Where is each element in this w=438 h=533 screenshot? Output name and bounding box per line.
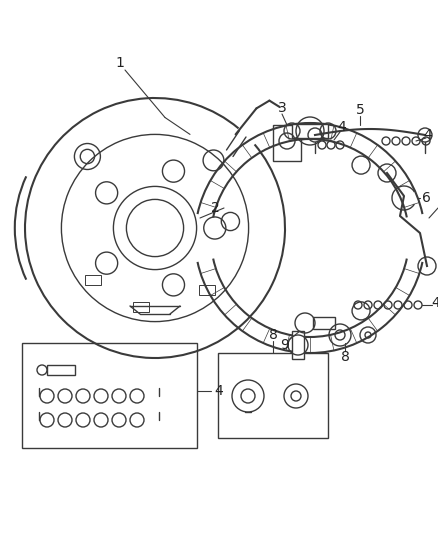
Bar bbox=[199, 285, 215, 295]
Bar bbox=[85, 275, 101, 285]
Text: 4: 4 bbox=[431, 296, 438, 310]
Text: 8: 8 bbox=[341, 350, 350, 364]
Text: 5: 5 bbox=[356, 103, 364, 117]
Text: 2: 2 bbox=[211, 201, 219, 215]
Bar bbox=[313, 317, 335, 329]
Text: 4: 4 bbox=[338, 120, 346, 134]
Bar bbox=[218, 353, 328, 438]
Text: 6: 6 bbox=[421, 191, 431, 205]
Bar bbox=[292, 124, 328, 138]
Text: 4: 4 bbox=[424, 128, 432, 142]
Text: 4: 4 bbox=[215, 384, 223, 398]
Text: 1: 1 bbox=[116, 56, 124, 70]
Bar bbox=[292, 331, 304, 359]
Bar bbox=[47, 365, 75, 375]
Bar bbox=[273, 125, 301, 161]
Bar bbox=[133, 302, 149, 312]
Text: 3: 3 bbox=[278, 101, 286, 115]
Text: 9: 9 bbox=[281, 338, 290, 352]
Text: 8: 8 bbox=[268, 328, 277, 342]
Bar bbox=[22, 343, 197, 448]
